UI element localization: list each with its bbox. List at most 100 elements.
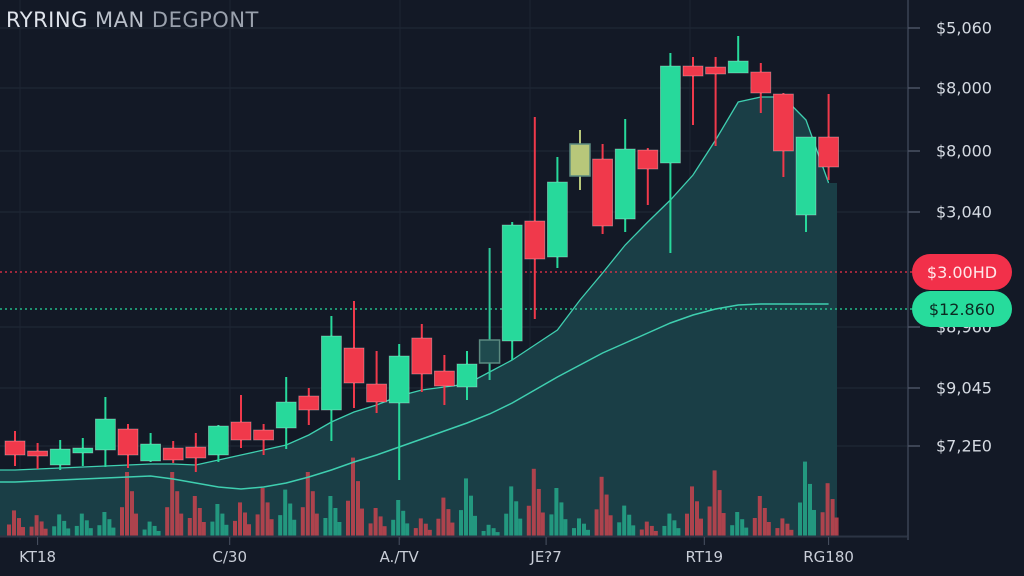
volume-bar bbox=[102, 512, 107, 536]
volume-bar bbox=[481, 530, 486, 536]
chart-title: RYRING MAN DEGPONT bbox=[6, 8, 259, 32]
candles bbox=[4, 36, 839, 480]
ma-area bbox=[0, 97, 837, 536]
volume-bar bbox=[351, 457, 355, 536]
volume-bar bbox=[644, 521, 649, 536]
volume-bar bbox=[147, 521, 152, 536]
volume-bar bbox=[152, 525, 157, 536]
volume-bar bbox=[469, 495, 473, 536]
candle-body bbox=[49, 448, 71, 466]
candle bbox=[320, 316, 342, 441]
candle-body bbox=[547, 181, 568, 258]
candle-body bbox=[773, 93, 794, 152]
volume-bar bbox=[79, 513, 84, 536]
volume-bar bbox=[834, 517, 839, 536]
volume-bar bbox=[378, 516, 383, 536]
candle-body bbox=[162, 447, 184, 461]
volume-bar bbox=[238, 502, 242, 536]
candle bbox=[433, 355, 455, 405]
volume-bar bbox=[504, 513, 509, 536]
volume-bar bbox=[572, 528, 576, 536]
volume-bars bbox=[0, 457, 908, 537]
volume-bar bbox=[582, 523, 586, 536]
volume-bar bbox=[175, 491, 180, 536]
volume-bar bbox=[401, 510, 406, 536]
y-tick-label: $8,000 bbox=[936, 78, 992, 98]
candle-body bbox=[433, 370, 455, 387]
volume-bar bbox=[672, 520, 677, 536]
volume-bar bbox=[283, 489, 288, 536]
volume-bar bbox=[631, 525, 636, 536]
volume-bar bbox=[639, 529, 644, 536]
volume-bar bbox=[360, 508, 364, 536]
volume-bar bbox=[156, 530, 161, 536]
volume-bar bbox=[780, 518, 785, 536]
x-tick-label: KT18 bbox=[19, 548, 57, 566]
volume-bar bbox=[269, 519, 274, 536]
volume-bar bbox=[243, 512, 247, 536]
candle-body bbox=[27, 450, 49, 457]
volume-bar bbox=[662, 525, 667, 536]
candle bbox=[682, 57, 704, 125]
volume-bar bbox=[220, 513, 225, 536]
volume-bar bbox=[509, 486, 514, 536]
y-tick-label: $7,2E0 bbox=[936, 436, 992, 456]
volume-bar bbox=[305, 472, 310, 536]
candle-body bbox=[660, 65, 681, 164]
volume-bar bbox=[66, 528, 71, 536]
volume-bar bbox=[464, 478, 468, 536]
volume-bar bbox=[107, 519, 112, 536]
y-tick-label: $5,060 bbox=[936, 18, 992, 38]
title-part: DEGPONT bbox=[151, 8, 259, 32]
volume-bar bbox=[531, 468, 536, 536]
volume-bar bbox=[594, 509, 599, 536]
candle bbox=[366, 351, 388, 413]
volume-bar bbox=[617, 522, 622, 536]
volume-bar bbox=[676, 528, 681, 536]
volume-bar bbox=[142, 529, 147, 536]
candle-body bbox=[524, 220, 546, 260]
candle-body bbox=[795, 136, 817, 216]
volume-bar bbox=[450, 522, 455, 536]
volume-bar bbox=[752, 518, 757, 536]
candle bbox=[795, 136, 817, 232]
volume-bar bbox=[427, 529, 432, 536]
volume-bar bbox=[314, 513, 319, 536]
candle-body bbox=[501, 224, 523, 342]
volume-bar bbox=[812, 509, 816, 536]
candle bbox=[750, 63, 772, 113]
volume-bar bbox=[803, 461, 807, 536]
candle bbox=[49, 440, 71, 470]
volume-bar bbox=[798, 502, 802, 536]
volume-bar bbox=[201, 522, 206, 536]
volume-bar bbox=[730, 525, 735, 536]
volume-bar bbox=[187, 518, 192, 536]
candle bbox=[230, 395, 252, 448]
volume-bar bbox=[712, 470, 717, 536]
x-tick-label: JE?7 bbox=[530, 548, 562, 566]
volume-bar bbox=[52, 526, 57, 536]
candle bbox=[547, 157, 568, 268]
volume-bar bbox=[265, 502, 270, 536]
candle bbox=[478, 248, 501, 380]
candle bbox=[524, 117, 546, 319]
volume-bar bbox=[441, 497, 446, 536]
candle bbox=[569, 130, 591, 190]
volume-bar bbox=[111, 527, 116, 536]
volume-bar bbox=[165, 507, 170, 536]
volume-bar bbox=[170, 472, 175, 536]
volume-bar bbox=[373, 508, 378, 536]
volume-bar bbox=[192, 496, 197, 536]
volume-bar bbox=[12, 510, 16, 536]
y-tick-label: $3,040 bbox=[936, 202, 992, 222]
volume-bar bbox=[608, 515, 613, 536]
volume-bar bbox=[337, 522, 342, 536]
candle bbox=[818, 94, 839, 180]
volume-bar bbox=[179, 513, 184, 536]
candle-body bbox=[614, 148, 636, 220]
volume-bar bbox=[120, 507, 124, 536]
volume-bar bbox=[323, 518, 328, 536]
volume-bar bbox=[356, 481, 360, 536]
candle bbox=[72, 438, 94, 466]
candle bbox=[501, 222, 523, 360]
